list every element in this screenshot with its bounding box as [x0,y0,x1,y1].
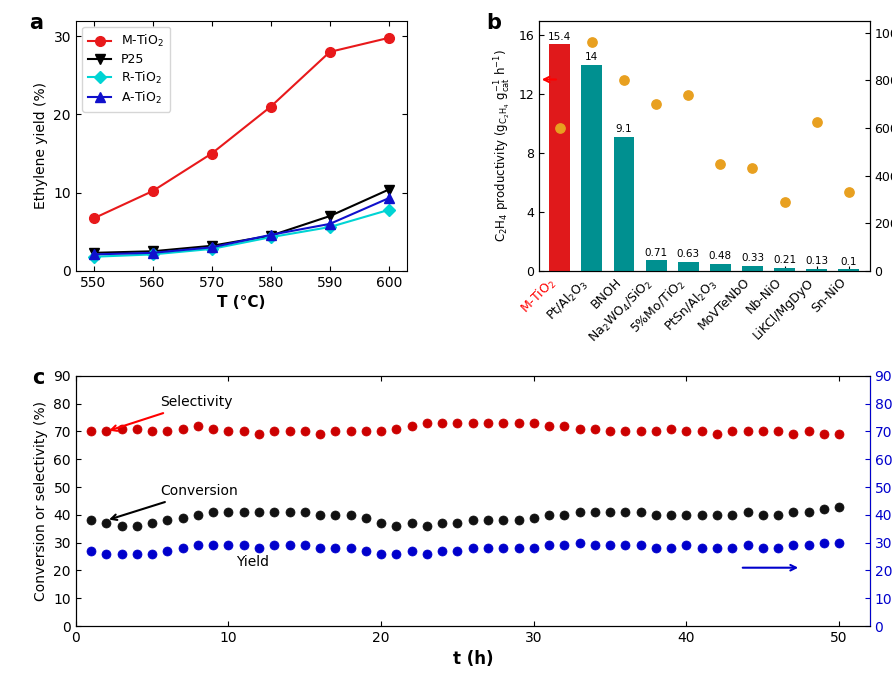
Text: c: c [32,368,45,389]
Point [810,116,824,127]
Bar [838,269,859,271]
Text: 0.21: 0.21 [773,255,797,265]
Bar [774,268,795,271]
Point [746,163,760,174]
Text: Conversion: Conversion [112,484,237,520]
M-TiO$_2$ [325,47,335,56]
Text: a: a [29,13,44,33]
Point [649,98,664,109]
Text: Selectivity: Selectivity [112,396,232,431]
R-TiO$_2$ [266,233,277,241]
Text: 0.1: 0.1 [840,257,857,267]
P25 [325,212,335,220]
Bar [710,264,731,271]
X-axis label: T (°C): T (°C) [217,295,266,310]
A-TiO$_2$ [88,250,99,259]
Text: 14: 14 [585,52,599,62]
Bar [614,137,634,271]
Point [681,89,696,100]
R-TiO$_2$ [206,245,217,253]
Text: 0.13: 0.13 [805,256,829,266]
M-TiO$_2$ [88,215,99,223]
Point [585,36,599,47]
M-TiO$_2$ [266,103,277,111]
Point [714,158,728,169]
Legend: M-TiO$_2$, P25, R-TiO$_2$, A-TiO$_2$: M-TiO$_2$, P25, R-TiO$_2$, A-TiO$_2$ [82,27,170,112]
Point [842,186,856,197]
Text: b: b [486,13,501,33]
Text: Yield: Yield [236,555,269,569]
Y-axis label: $\mathrm{C_2H_4}$ productivity ($\mathrm{g_{C_2H_4}\ g_{cat}^{-1}\ h^{-1}}$): $\mathrm{C_2H_4}$ productivity ($\mathrm… [492,50,513,242]
Y-axis label: Conversion or selectivity (%): Conversion or selectivity (%) [34,401,48,601]
Text: 0.71: 0.71 [645,248,668,258]
Line: M-TiO$_2$: M-TiO$_2$ [88,33,393,224]
Bar [549,44,570,271]
Point [553,122,567,133]
Bar [582,65,602,271]
A-TiO$_2$ [384,194,394,202]
Point [617,75,632,86]
P25 [206,241,217,250]
M-TiO$_2$ [147,187,158,195]
P25 [266,231,277,240]
R-TiO$_2$ [384,206,394,214]
Line: R-TiO$_2$: R-TiO$_2$ [89,206,393,261]
M-TiO$_2$ [384,34,394,42]
Text: 0.48: 0.48 [709,251,732,261]
Text: 0.33: 0.33 [741,253,764,264]
Bar [742,266,763,271]
Bar [806,269,827,271]
Text: 0.63: 0.63 [677,249,700,259]
A-TiO$_2$ [325,219,335,228]
Y-axis label: Ethylene yield (%): Ethylene yield (%) [34,83,48,209]
Bar [646,260,666,271]
Line: A-TiO$_2$: A-TiO$_2$ [88,193,393,259]
P25 [147,247,158,255]
A-TiO$_2$ [147,249,158,257]
A-TiO$_2$ [206,244,217,252]
Text: 9.1: 9.1 [615,125,632,134]
R-TiO$_2$ [88,252,99,261]
Text: 15.4: 15.4 [549,32,572,41]
R-TiO$_2$ [147,250,158,259]
R-TiO$_2$ [325,223,335,231]
P25 [88,249,99,257]
Bar [678,261,698,271]
X-axis label: t (h): t (h) [452,650,493,669]
Point [778,196,792,207]
P25 [384,185,394,193]
M-TiO$_2$ [206,149,217,158]
Line: P25: P25 [88,184,393,258]
A-TiO$_2$ [266,230,277,239]
